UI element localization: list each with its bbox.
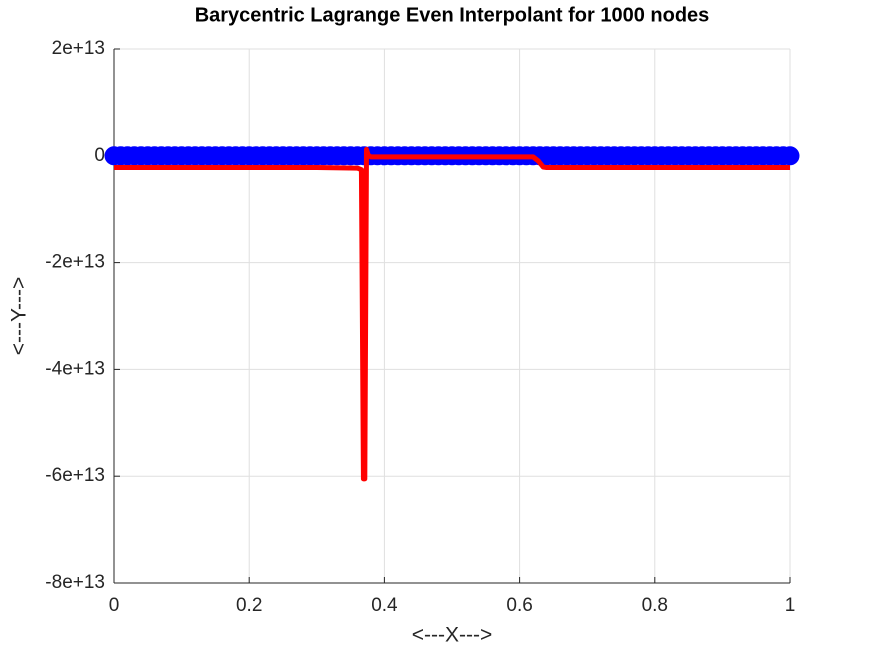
x-tick-label: 0.8 [642,595,668,616]
line [114,146,790,482]
x-tick-label: 0 [109,595,120,616]
x-tick-label: 0.4 [371,595,398,616]
x-axis-label: <---X---> [412,624,493,647]
y-tick-label: -6e+13 [45,465,105,486]
marker [780,146,800,166]
y-tick-label: 2e+13 [52,38,105,59]
y-axis-label: <---Y---> [8,277,31,356]
y-tick-label: -8e+13 [45,572,105,593]
y-tick-label: -2e+13 [45,252,105,273]
x-tick-label: 0.2 [236,595,262,616]
y-tick-label: -4e+13 [45,358,105,379]
x-tick-label: 1 [785,595,796,616]
y-tick-label: 0 [94,145,105,166]
x-tick-label: 0.6 [506,595,532,616]
chart-title: Barycentric Lagrange Even Interpolant fo… [195,4,710,26]
